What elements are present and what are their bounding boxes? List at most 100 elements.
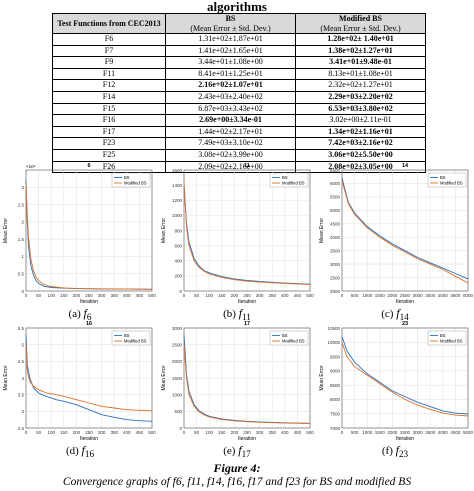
x-tick-label: 1500: [375, 430, 386, 435]
legend-label: BS: [282, 175, 288, 180]
x-tick-label: 50: [194, 293, 200, 298]
x-tick-label: 3500: [425, 293, 436, 298]
y-tick-label: 4000: [330, 235, 341, 240]
x-tick-label: 350: [110, 293, 118, 298]
x-tick-label: 100: [47, 430, 55, 435]
plot-f23: 7000 7500 8000 8500 9000 9500 10000 10500 0 500 10…: [316, 318, 474, 444]
cell-bs: 8.41e+01±1.25e+01: [165, 67, 296, 81]
caption-f-label: (f): [381, 445, 393, 457]
plot-f16-svg: 2.5 3 3.5 4 4.5 5 5.5 0 50 100 150 200 250 300 350 400 4…: [3, 321, 156, 442]
figure-caption: Convergence graphs of f6, f11, f14, f16,…: [62, 476, 412, 488]
x-axis-label: Iteration: [396, 299, 414, 305]
plot-frame: [25, 169, 153, 292]
plot-title: 23: [402, 321, 408, 327]
y-tick-label: 0: [179, 289, 182, 294]
plot-f6: 0 0.5 1 1.5 2 2.5 3 0 50 100 150 200 250 300 350 400 450…: [0, 160, 158, 307]
x-tick-label: 450: [294, 430, 302, 435]
table-row: F12 2.16e+02±1.07e+01 2.32e+02±1.27e+01: [52, 79, 426, 92]
legend-label: BS: [124, 175, 130, 180]
y-tick-label: 2.5: [18, 202, 25, 207]
legend-label: Modified BS: [124, 181, 147, 186]
legend-box: [427, 172, 467, 188]
cell-bs: 3.44e+01±1.08e+00: [165, 56, 296, 69]
plot-f6-svg: 0 0.5 1 1.5 2 2.5 3 0 50 100 150 200 250 300 350 400 450…: [3, 163, 156, 305]
x-tick-label: 5000: [463, 430, 474, 435]
caption-b: (b) f11: [162, 306, 312, 322]
caption-d-label: (d): [65, 445, 79, 457]
table-row: F11 8.41e+01±1.25e+01 8.13e+01±1.08e+01: [52, 67, 426, 81]
series-line-bs: [25, 334, 153, 422]
y-tick-label: 400: [174, 259, 182, 264]
y-tick-label: 3000: [330, 262, 341, 267]
plot-frame: [341, 169, 469, 292]
x-axis-label: Iteration: [396, 436, 414, 442]
cell-function: F17: [52, 125, 166, 139]
plot-frame: [341, 327, 469, 429]
y-tick-label: 0.5: [18, 272, 25, 277]
plot-title: 11: [244, 163, 250, 169]
y-axis-label: Mean Error: [319, 365, 325, 390]
series-line-bs: [183, 185, 311, 285]
x-tick-label: 150: [218, 293, 226, 298]
caption-e: (e) f17: [162, 443, 312, 459]
series-line-modified-bs: [341, 342, 469, 417]
y-tick-label: 5000: [330, 208, 341, 213]
cell-function: F14: [52, 90, 166, 104]
x-tick-label: 0: [25, 293, 28, 298]
x-axis-label: Iteration: [80, 299, 98, 305]
x-tick-label: 250: [85, 293, 93, 298]
x-tick-label: 4000: [438, 293, 449, 298]
cell-modified-bs: 1.28e+02± 1.40e+01: [295, 33, 426, 46]
legend-label: Modified BS: [440, 181, 463, 186]
y-tick-label: 5: [21, 342, 24, 347]
x-tick-label: 0: [25, 430, 28, 435]
cell-bs: 2.69e+00±3.34e-01: [165, 114, 296, 127]
x-tick-label: 50: [36, 293, 42, 298]
cell-bs: 2.16e+02±1.07e+01: [165, 79, 296, 92]
x-tick-label: 2500: [400, 430, 411, 435]
x-tick-label: 200: [231, 430, 239, 435]
y-tick-label: 10000: [327, 340, 340, 345]
caption-b-sub: 11: [242, 312, 251, 323]
header-bs: BS (Mean Error ± Std. Dev.): [165, 13, 296, 34]
plot-f17-svg: 0 500 1000 1500 2000 2500 3000 0 50 100 150 200 250 3…: [161, 321, 314, 442]
caption-b-fn: f: [238, 306, 243, 320]
x-tick-label: 300: [98, 430, 106, 435]
x-tick-label: 0: [183, 430, 186, 435]
y-tick-label: 4.5: [18, 359, 25, 364]
cell-function: F11: [52, 67, 166, 81]
table-row: F16 2.69e+00±3.34e-01 3.02e+00±2.11e-01: [52, 114, 426, 127]
table-row: F9 3.44e+01±1.08e+00 3.41e+01±9.48e-01: [52, 56, 426, 69]
cell-modified-bs: 2.29e+03±2.20e+02: [295, 90, 426, 104]
x-axis-label: Iteration: [80, 436, 98, 442]
y-tick-label: 1200: [172, 198, 183, 203]
y-tick-label: 6500: [330, 168, 341, 173]
table-row: F6 1.31e+02±1.87e+01 1.28e+02± 1.40e+01: [52, 33, 426, 46]
y-tick-label: 2500: [172, 342, 183, 347]
header-bs-label: BS: [225, 14, 236, 23]
y-tick-label: 5.5: [18, 326, 25, 331]
x-tick-label: 450: [136, 430, 144, 435]
plot-f23-svg: 7000 7500 8000 8500 9000 9500 10000 10500 0 500 10…: [319, 321, 474, 442]
plot-title: 16: [86, 321, 92, 327]
caption-d-sub: 16: [84, 449, 95, 460]
x-tick-label: 1000: [362, 293, 373, 298]
cell-modified-bs: 7.42e+03±2.16e+02: [295, 137, 426, 150]
x-tick-label: 500: [306, 430, 314, 435]
caption-f: (f) f23: [320, 443, 470, 459]
cell-modified-bs: 6.53e+03±3.80e+02: [295, 102, 426, 116]
y-tick-label: 3500: [330, 248, 341, 253]
plot-f11-svg: 0 200 400 600 800 1000 1200 1400 1600 0 50 100 150 20…: [161, 163, 314, 305]
cell-modified-bs: 1.38e+02±1.27e+01: [295, 44, 426, 58]
x-tick-label: 0: [183, 293, 186, 298]
x-axis-label: Iteration: [238, 299, 256, 305]
plot-title: 14: [402, 163, 409, 169]
x-tick-label: 250: [243, 430, 251, 435]
legend-label: Modified BS: [282, 181, 305, 186]
plot-frame: [25, 327, 153, 429]
cell-modified-bs: 2.32e+02±1.27e+01: [295, 79, 426, 92]
y-exponent: ×10⁴: [26, 164, 36, 169]
plot-f14-svg: 2000250030003500400045005000550060006500…: [319, 163, 474, 305]
x-axis-label: Iteration: [238, 436, 256, 442]
y-tick-label: 7500: [330, 412, 341, 417]
